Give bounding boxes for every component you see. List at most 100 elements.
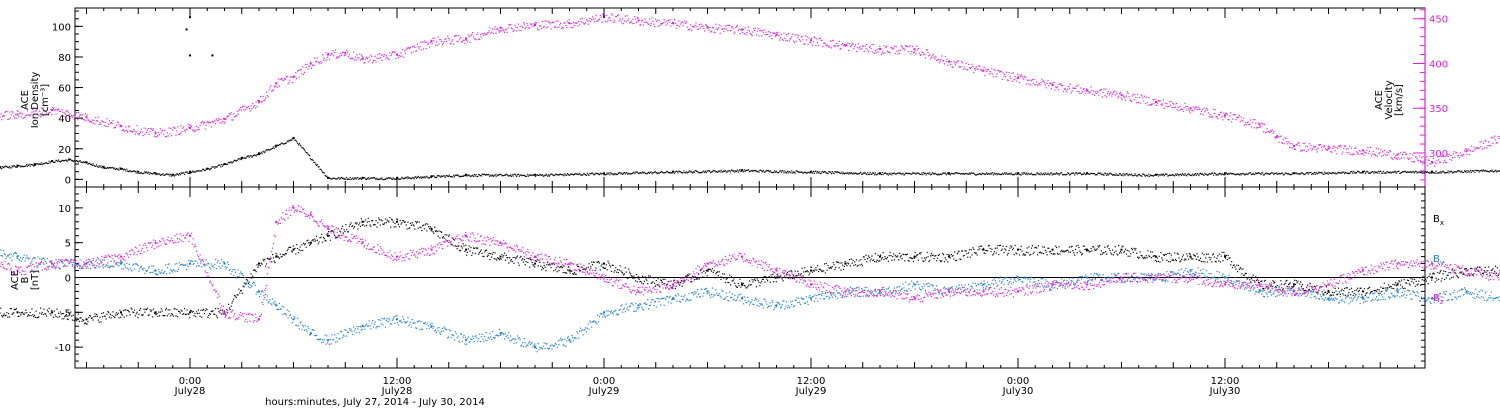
ion-density-series-sample: [324, 172, 325, 173]
ion-density-series-sample: [1074, 174, 1075, 175]
velocity-series-sample: [576, 22, 577, 23]
ion-density-series-sample: [554, 175, 555, 176]
velocity-series-sample: [256, 101, 257, 102]
ion-density-series-sample: [315, 164, 316, 165]
velocity-series-sample: [362, 56, 363, 57]
ion-density-series-sample: [12, 166, 13, 167]
ion-density-series-sample: [250, 155, 251, 156]
velocity-series-sample: [492, 28, 493, 29]
ion-density-series-sample: [493, 176, 494, 177]
velocity-series-sample: [838, 45, 839, 46]
ion-density-series-sample: [922, 174, 923, 175]
ion-density-series-sample: [1308, 173, 1309, 174]
ion-density-series-sample: [1250, 172, 1251, 173]
ion-density-series-sample: [156, 173, 157, 174]
velocity-series-sample: [813, 41, 814, 42]
velocity-series-sample: [81, 119, 82, 120]
velocity-series-sample: [164, 130, 165, 131]
ion-density-series-sample: [516, 176, 517, 177]
velocity-series-sample: [324, 58, 325, 59]
ion-density-series-sample: [579, 173, 580, 174]
velocity-series-sample: [734, 32, 735, 33]
velocity-series-sample: [642, 20, 643, 21]
velocity-series-sample: [877, 51, 878, 52]
ion-density-series-sample: [991, 174, 992, 175]
velocity-series-sample: [777, 32, 778, 33]
velocity-series-sample: [729, 25, 730, 26]
ion-density-series-sample: [1051, 172, 1052, 173]
ion-density-series-sample: [1396, 173, 1397, 174]
ion-density-series-sample: [1341, 173, 1342, 174]
ion-density-series-sample: [737, 169, 738, 170]
velocity-series-sample: [684, 21, 685, 22]
velocity-series-point: [86, 116, 88, 118]
velocity-series-sample: [646, 22, 647, 23]
ion-density-series-sample: [293, 138, 294, 139]
ion-density-series-sample: [996, 174, 997, 175]
velocity-series-sample: [268, 96, 269, 97]
ion-density-series-sample: [1422, 173, 1423, 174]
velocity-series-sample: [9, 112, 10, 113]
velocity-series-sample: [162, 130, 163, 131]
ion-density-series-sample: [1184, 175, 1185, 176]
velocity-series-sample: [643, 24, 644, 25]
velocity-series-sample: [470, 35, 471, 36]
ion-density-series-sample: [729, 170, 730, 171]
ion-density-series-sample: [300, 145, 301, 146]
velocity-series-sample: [724, 28, 725, 29]
ion-density-series-sample: [1080, 173, 1081, 174]
velocity-series-sample: [878, 48, 879, 49]
ion-density-series-sample: [17, 167, 18, 168]
ion-density-series-sample: [1212, 173, 1213, 174]
velocity-series-sample: [679, 26, 680, 27]
velocity-series-sample: [223, 118, 224, 119]
velocity-series-point: [1328, 148, 1330, 150]
ion-density-series-sample: [542, 174, 543, 175]
ion-density-series-sample: [49, 161, 50, 162]
velocity-series-sample: [544, 20, 545, 21]
ion-density-series-sample: [375, 179, 376, 180]
velocity-series-point: [1224, 114, 1226, 116]
ion-density-series-sample: [1196, 175, 1197, 176]
velocity-series-sample: [481, 36, 482, 37]
ion-density-series-sample: [625, 173, 626, 174]
velocity-series-sample: [385, 58, 386, 59]
velocity-series-sample: [628, 18, 629, 19]
velocity-series-sample: [635, 18, 636, 19]
ion-density-series-sample: [1343, 172, 1344, 173]
velocity-series-sample: [319, 62, 320, 63]
velocity-series-sample: [520, 30, 521, 31]
velocity-series-sample: [802, 39, 803, 40]
ion-density-series-sample: [112, 167, 113, 168]
velocity-series-sample: [698, 29, 699, 30]
velocity-series-sample: [93, 123, 94, 124]
velocity-series-sample: [849, 43, 850, 44]
velocity-series-sample: [899, 53, 900, 54]
velocity-series-sample: [817, 42, 818, 43]
velocity-series-sample: [631, 21, 632, 22]
ion-density-series-sample: [758, 172, 759, 173]
velocity-series-sample: [316, 61, 317, 62]
ion-density-series-sample: [241, 159, 242, 160]
velocity-series-sample: [799, 39, 800, 40]
velocity-series-sample: [136, 131, 137, 132]
ion-density-series-sample: [338, 177, 339, 178]
velocity-series-sample: [525, 28, 526, 29]
ion-density-series-sample: [816, 172, 817, 173]
velocity-series-sample: [266, 92, 267, 93]
velocity-series-sample: [864, 45, 865, 46]
velocity-series-sample: [765, 32, 766, 33]
velocity-series-sample: [877, 49, 878, 50]
velocity-series-sample: [870, 45, 871, 46]
velocity-series-sample: [0, 117, 1, 118]
velocity-series-sample: [205, 128, 206, 129]
velocity-series-sample: [720, 33, 721, 34]
velocity-series-sample: [262, 101, 263, 102]
ion-density-series-sample: [227, 164, 228, 165]
ion-density-series-sample: [742, 170, 743, 171]
ion-density-series-sample: [890, 173, 891, 174]
velocity-series-sample: [620, 18, 621, 19]
velocity-series-sample: [488, 32, 489, 33]
ion-density-series-sample: [29, 164, 30, 165]
velocity-series-sample: [742, 32, 743, 33]
